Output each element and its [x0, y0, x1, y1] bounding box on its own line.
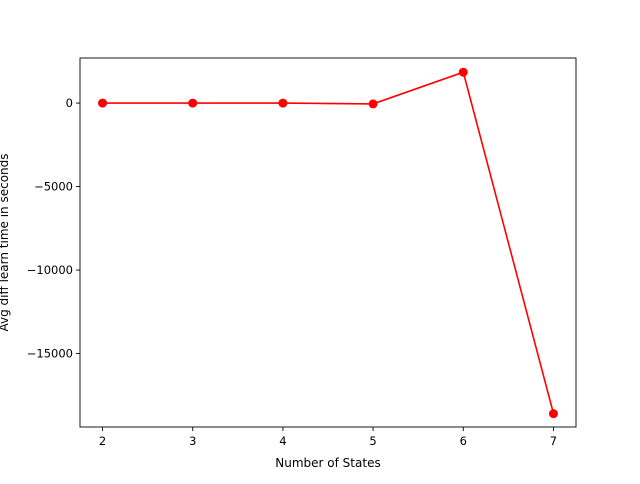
x-tick-label: 4 — [279, 434, 286, 448]
x-tick-label: 3 — [189, 434, 196, 448]
x-tick-label: 6 — [460, 434, 467, 448]
data-point — [458, 67, 468, 77]
x-tick-label: 5 — [369, 434, 376, 448]
x-axis-ticks: 2 3 4 5 6 7 — [99, 427, 557, 448]
plot-frame — [79, 57, 577, 428]
x-axis-label: Number of States — [275, 456, 380, 470]
x-tick-label: 7 — [550, 434, 557, 448]
data-point — [188, 98, 198, 108]
y-axis-ticks: 0 −5000 −10000 −15000 — [27, 96, 80, 361]
y-tick-label: −15000 — [27, 347, 73, 361]
data-point — [548, 409, 558, 419]
plot-area — [79, 57, 577, 428]
data-point — [368, 99, 378, 109]
y-tick-label: 0 — [66, 96, 73, 110]
y-axis-label: Avg diff learn time in seconds — [0, 153, 11, 331]
y-tick-label: −10000 — [27, 263, 73, 277]
data-point — [98, 98, 108, 108]
series-line — [102, 71, 555, 414]
y-tick-label: −5000 — [34, 180, 73, 194]
data-point — [278, 98, 288, 108]
x-tick-label: 2 — [99, 434, 106, 448]
